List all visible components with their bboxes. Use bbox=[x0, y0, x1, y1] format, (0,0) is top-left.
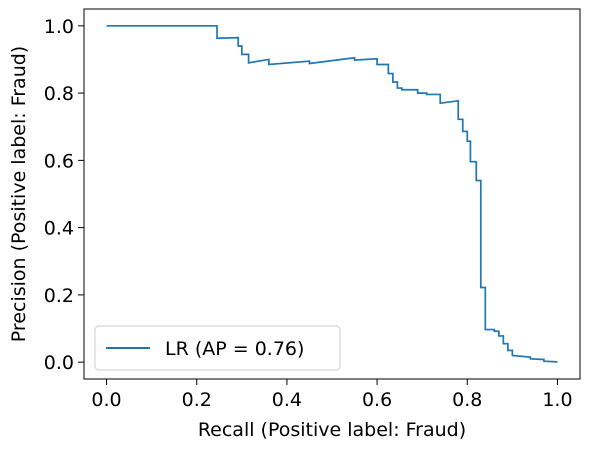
y-tick-label: 1.0 bbox=[44, 16, 74, 38]
axis-ticks: 0.0 0.2 0.4 0.6 0.8 1.0 0.0 0.2 0.4 0.6 0.8 1.0 bbox=[44, 16, 573, 411]
legend: LR (AP = 0.76) bbox=[94, 325, 341, 371]
legend-label: LR (AP = 0.76) bbox=[165, 338, 304, 360]
x-tick-label: 0.0 bbox=[91, 389, 121, 411]
x-tick-label: 0.6 bbox=[362, 389, 392, 411]
y-tick-label: 0.2 bbox=[44, 285, 74, 307]
x-tick-label: 0.2 bbox=[182, 389, 212, 411]
legend-box bbox=[94, 325, 341, 371]
series-line-0 bbox=[106, 24, 558, 363]
series-layer bbox=[106, 24, 558, 363]
plot-area bbox=[83, 8, 581, 380]
x-tick-label: 0.8 bbox=[452, 389, 482, 411]
x-tick-label: 1.0 bbox=[542, 389, 572, 411]
y-axis-label: Precision (Positive label: Fraud) bbox=[8, 46, 30, 342]
x-axis-label: Recall (Positive label: Fraud) bbox=[198, 419, 466, 441]
y-tick-label: 0.4 bbox=[44, 218, 74, 240]
y-tick-label: 0.6 bbox=[44, 150, 74, 172]
x-tick-label: 0.4 bbox=[272, 389, 302, 411]
y-tick-label: 0.0 bbox=[44, 352, 74, 374]
y-tick-label: 0.8 bbox=[44, 83, 74, 105]
